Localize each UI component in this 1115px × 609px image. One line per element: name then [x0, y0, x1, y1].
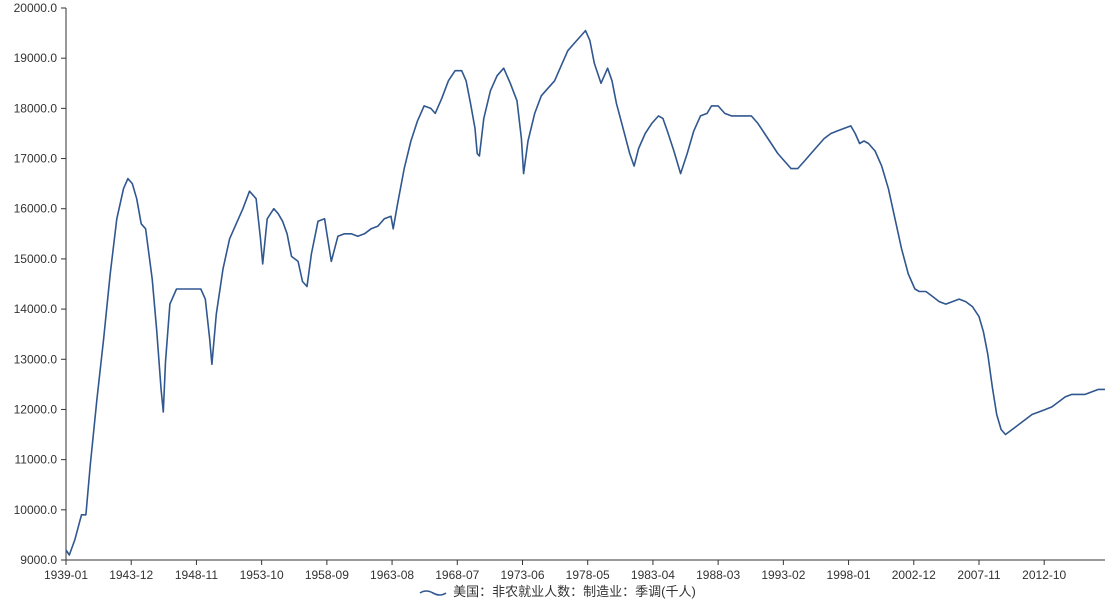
line-chart: 9000.0 10000.0 11000.0 12000.0 13000.0 14000.… — [0, 0, 1115, 604]
svg-text:1978-05: 1978-05 — [566, 568, 610, 582]
svg-text:1973-06: 1973-06 — [500, 568, 544, 582]
svg-text:15000.0: 15000.0 — [14, 252, 58, 266]
svg-text:11000.0: 11000.0 — [15, 453, 58, 467]
svg-text:2012-10: 2012-10 — [1022, 568, 1066, 582]
svg-text:1939-01: 1939-01 — [44, 568, 88, 582]
svg-text:18000.0: 18000.0 — [14, 101, 58, 115]
svg-text:2002-12: 2002-12 — [892, 568, 936, 582]
svg-text:10000.0: 10000.0 — [14, 503, 58, 517]
svg-text:1988-03: 1988-03 — [696, 568, 740, 582]
svg-text:1983-04: 1983-04 — [631, 568, 675, 582]
svg-text:1958-09: 1958-09 — [305, 568, 349, 582]
svg-text:14000.0: 14000.0 — [14, 302, 58, 316]
svg-text:16000.0: 16000.0 — [14, 202, 58, 216]
legend: 美国：非农就业人数：制造业：季调(千人) — [0, 581, 1115, 600]
svg-text:19000.0: 19000.0 — [14, 51, 58, 65]
svg-text:1943-12: 1943-12 — [109, 568, 153, 582]
svg-text:20000.0: 20000.0 — [14, 1, 58, 15]
svg-text:1963-08: 1963-08 — [370, 568, 414, 582]
legend-label: 美国：非农就业人数：制造业：季调(千人) — [453, 584, 696, 599]
svg-text:1993-02: 1993-02 — [761, 568, 805, 582]
chart-container: 9000.0 10000.0 11000.0 12000.0 13000.0 14000.… — [0, 0, 1115, 604]
svg-text:17000.0: 17000.0 — [14, 152, 58, 166]
svg-text:1953-10: 1953-10 — [240, 568, 284, 582]
legend-line-icon — [419, 588, 447, 598]
svg-text:2007-11: 2007-11 — [957, 568, 1000, 582]
svg-text:12000.0: 12000.0 — [14, 402, 58, 416]
svg-text:1948-11: 1948-11 — [175, 568, 218, 582]
svg-text:1968-07: 1968-07 — [435, 568, 479, 582]
svg-text:13000.0: 13000.0 — [14, 352, 58, 366]
svg-text:1998-01: 1998-01 — [827, 568, 871, 582]
svg-text:9000.0: 9000.0 — [20, 553, 57, 567]
